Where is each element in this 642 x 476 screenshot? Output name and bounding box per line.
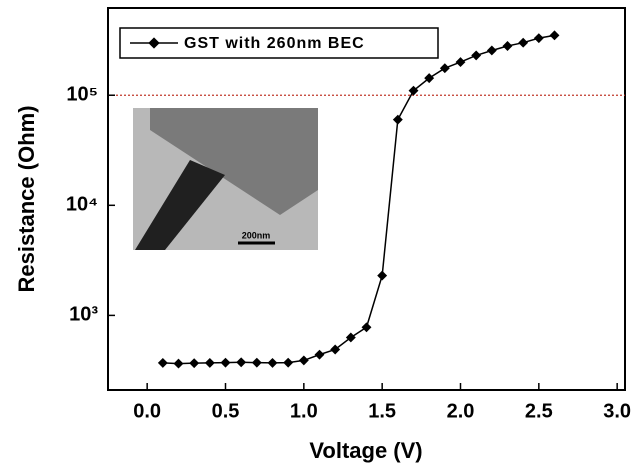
data-point <box>471 50 482 61</box>
data-point <box>189 358 200 369</box>
x-tick-label: 1.0 <box>290 400 318 422</box>
inset-layer <box>150 108 318 215</box>
data-point <box>251 357 262 368</box>
data-point <box>283 357 294 368</box>
data-point <box>220 357 231 368</box>
legend: GST with 260nm BEC <box>119 27 439 59</box>
data-point <box>455 57 466 68</box>
data-point <box>157 357 168 368</box>
data-point <box>361 322 372 333</box>
data-point <box>330 344 341 355</box>
plot-frame <box>107 7 626 391</box>
data-point <box>502 41 513 51</box>
y-tick-label: 10³ <box>69 304 98 326</box>
x-tick-label: 1.5 <box>368 400 396 422</box>
x-tick-label: 2.5 <box>525 400 553 422</box>
legend-box <box>119 27 439 59</box>
data-point <box>549 30 560 41</box>
inset-electrode <box>135 160 225 250</box>
inset-image: 200nm <box>133 108 318 250</box>
data-point <box>392 114 403 125</box>
data-point <box>298 355 309 366</box>
y-tick-label: 10⁴ <box>66 194 98 216</box>
y-tick-label: 10⁵ <box>66 84 98 106</box>
data-point <box>486 45 497 56</box>
data-point <box>314 349 325 360</box>
legend-marker <box>148 37 160 49</box>
data-point <box>377 270 388 281</box>
data-point <box>267 357 278 368</box>
data-point <box>236 357 247 368</box>
data-point <box>518 37 529 48</box>
legend-label: GST with 260nm BEC <box>184 35 365 52</box>
x-tick-label: 0.0 <box>133 400 161 422</box>
data-point <box>533 33 544 44</box>
data-point <box>345 332 356 343</box>
x-tick-label: 3.0 <box>603 400 631 422</box>
data-point <box>204 357 215 368</box>
y-axis-label: Resistance (Ohm) <box>14 105 39 292</box>
data-point <box>173 358 184 369</box>
x-tick-label: 0.5 <box>212 400 240 422</box>
inset-label: 200nm <box>242 230 271 240</box>
x-tick-label: 2.0 <box>447 400 475 422</box>
x-axis-label: Voltage (V) <box>309 438 422 463</box>
data-point <box>439 63 450 74</box>
